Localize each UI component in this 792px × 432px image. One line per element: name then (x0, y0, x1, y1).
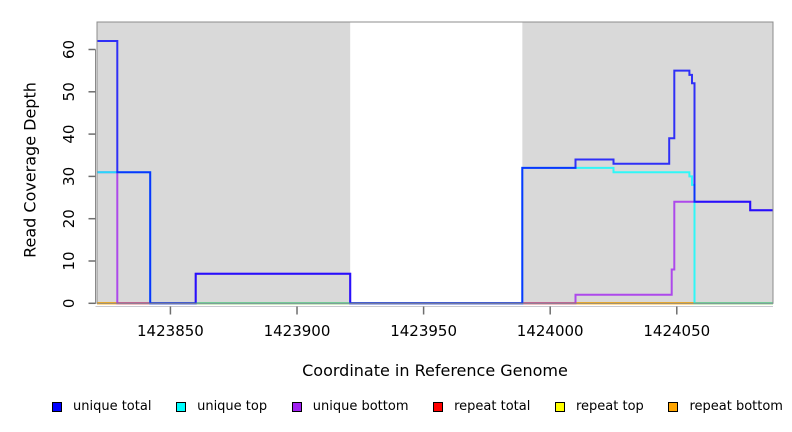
y-tick-label: 30 (60, 167, 78, 186)
legend-item: unique total (52, 399, 151, 414)
legend-swatch-icon (668, 401, 679, 412)
legend-item: repeat top (555, 399, 644, 414)
legend-label: repeat bottom (689, 399, 783, 414)
x-axis-title: Coordinate in Reference Genome (302, 361, 568, 380)
legend-label: repeat total (454, 399, 531, 414)
x-tick-label: 1424050 (643, 322, 710, 340)
x-tick-label: 1423950 (390, 322, 457, 340)
legend-label: unique total (73, 399, 152, 414)
legend-item: repeat bottom (668, 399, 783, 414)
y-tick-label: 50 (60, 82, 78, 101)
y-tick-label: 40 (60, 125, 78, 144)
legend-item: unique bottom (291, 399, 409, 414)
legend-swatch-icon (291, 401, 302, 412)
y-tick-label: 60 (60, 40, 78, 59)
legend-label: repeat top (576, 399, 644, 414)
legend-swatch-icon (433, 401, 444, 412)
x-tick-label: 1423900 (264, 322, 331, 340)
y-tick-label: 0 (60, 299, 78, 309)
y-axis-title: Read Coverage Depth (20, 82, 40, 258)
legend-swatch-icon (52, 401, 62, 412)
y-tick-label: 20 (60, 209, 78, 228)
legend-swatch-icon (555, 401, 565, 412)
legend-swatch-icon (176, 401, 187, 412)
x-tick-label: 1423850 (137, 322, 204, 340)
legend-item: unique top (176, 399, 267, 414)
y-tick-label: 10 (60, 251, 78, 270)
legend-item: repeat total (433, 399, 530, 414)
legend: unique total unique top unique bottom re… (52, 399, 783, 414)
panel-border (96, 21, 774, 304)
shaded-region (522, 22, 773, 304)
shaded-region (97, 22, 351, 304)
legend-label: unique top (197, 399, 268, 414)
x-tick-label: 1424000 (517, 322, 584, 340)
legend-label: unique bottom (312, 399, 409, 414)
